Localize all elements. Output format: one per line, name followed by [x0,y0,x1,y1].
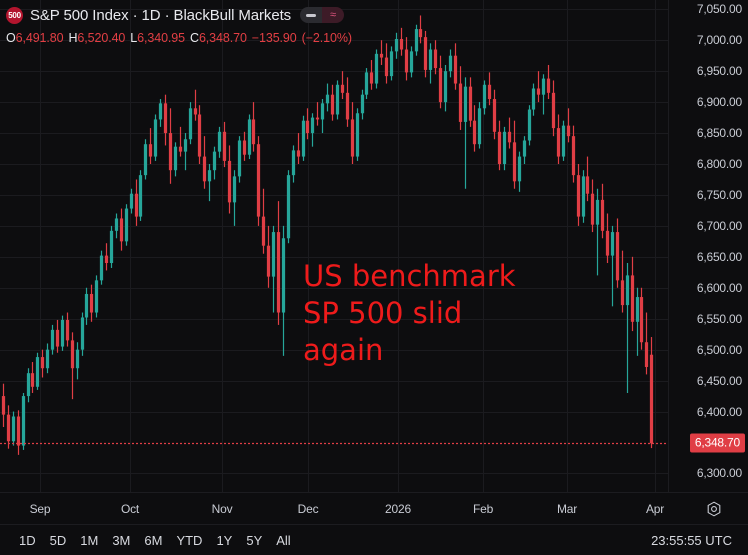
time-axis-tick: Apr [645,502,665,516]
candlestick-plot[interactable] [0,0,668,492]
price-axis-tick: 7,050.00 [696,2,742,17]
ohlc-high-value: 6,520.40 [77,31,126,45]
time-axis-tick: Oct [120,502,140,516]
price-axis-tick: 6,650.00 [696,249,742,264]
range-button-1d[interactable]: 1D [19,532,36,548]
price-axis-tick: 6,750.00 [696,187,742,202]
time-axis-tick: 2026 [385,502,411,516]
page-title: S&P 500 Index · 1D · BlackBull Markets [30,6,292,24]
symbol-title-row: 500 S&P 500 Index · 1D · BlackBull Marke… [6,5,748,25]
wave-approx-icon[interactable]: ≈ [322,7,345,23]
current-price-badge[interactable]: 6,348.70 [689,433,745,453]
ohlc-close-label: C [190,31,199,45]
chart-canvas [0,0,668,492]
time-axis-tick: Mar [556,502,578,516]
time-axis-tick: Dec [297,502,319,516]
time-axis[interactable]: Sep Oct Nov Dec 2026 Feb Mar Apr [0,492,748,524]
time-axis-tick: Feb [472,502,494,516]
ohlc-open-label: O [6,31,16,45]
time-axis-tick: Nov [211,502,233,516]
price-axis[interactable]: 7,050.00 7,000.00 6,950.00 6,900.00 6,850.00… [668,0,748,492]
price-axis-tick: 6,700.00 [696,218,742,233]
range-button-1m[interactable]: 1M [80,532,99,548]
price-axis-tick: 6,400.00 [696,404,742,419]
price-axis-tick: 6,500.00 [696,342,742,357]
price-axis-tick: 6,800.00 [696,157,742,171]
range-button-ytd[interactable]: YTD [176,532,203,548]
price-axis-tick: 6,450.00 [696,373,742,388]
range-button-1y[interactable]: 1Y [216,532,233,548]
bottom-toolbar: 1D 5D 1M 3M 6M YTD 1Y 5Y All 23:55:55 UTC [0,524,748,555]
ohlc-low-value: 6,340.95 [137,31,185,45]
utc-clock: 23:55:55 UTC [651,532,732,548]
ohlc-close-value: 6,348.70 [198,31,247,45]
price-axis-tick: 6,900.00 [696,95,742,110]
ohlc-high-label: H [68,31,78,45]
range-button-6m[interactable]: 6M [144,532,163,548]
price-axis-tick: 7,000.00 [696,33,742,48]
price-axis-tick: 6,600.00 [696,280,742,295]
minus-bar-icon[interactable] [300,7,323,23]
time-axis-tick: Sep [29,502,51,516]
chart-header: 500 S&P 500 Index · 1D · BlackBull Marke… [0,0,748,48]
ohlc-values: O6,491.80 H6,520.40 L6,340.95 C6,348.70 −135… [6,31,748,45]
price-axis-tick: 6,300.00 [696,466,742,481]
ohlc-open-value: 6,491.80 [15,31,64,45]
ohlc-change: −135.90 [251,31,297,45]
range-button-all[interactable]: All [276,532,291,548]
sp500-logo-icon: 500 [6,6,23,24]
price-axis-tick: 6,850.00 [696,126,742,141]
price-axis-tick: 6,550.00 [696,311,742,326]
range-button-5d[interactable]: 5D [49,532,67,548]
range-button-5y[interactable]: 5Y [246,532,263,548]
ohlc-low-label: L [130,31,138,45]
ohlc-change-pct: (−2.10%) [301,31,352,45]
crosshair-target-icon[interactable] [706,501,722,517]
price-axis-tick: 6,950.00 [696,64,742,79]
range-button-3m[interactable]: 3M [112,532,131,548]
chart-style-toggle[interactable]: ≈ [300,7,345,23]
